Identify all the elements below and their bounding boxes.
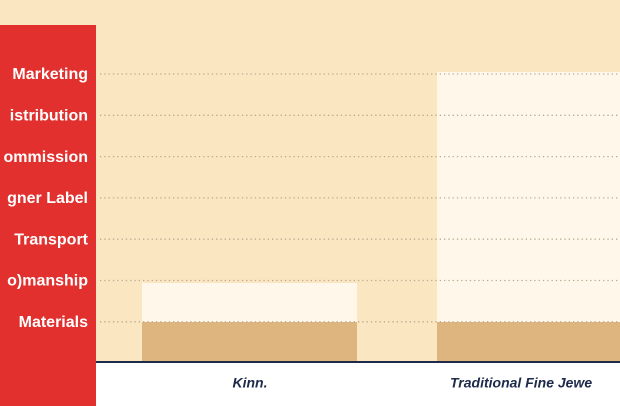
label-group: Marketing istribution ommission gner Label T… xyxy=(4,66,89,331)
row-label: o)manship xyxy=(7,273,88,290)
row-label: gner Label xyxy=(7,190,88,207)
traditional-materials-block xyxy=(437,322,620,362)
row-label: Transport xyxy=(14,231,88,248)
kinn-materials-block xyxy=(142,322,357,362)
kinn-upper-block xyxy=(142,283,357,322)
row-label: ommission xyxy=(4,149,88,166)
column-label: Kinn. xyxy=(233,375,268,391)
row-group xyxy=(100,73,620,323)
traditional-upper-block xyxy=(437,72,620,322)
row-label: Materials xyxy=(19,314,88,331)
row-label: istribution xyxy=(10,108,88,125)
column-label: Traditional Fine Jewe xyxy=(450,375,592,391)
label-panel xyxy=(0,25,96,406)
footer-background xyxy=(0,362,620,406)
row-label: Marketing xyxy=(12,66,88,83)
